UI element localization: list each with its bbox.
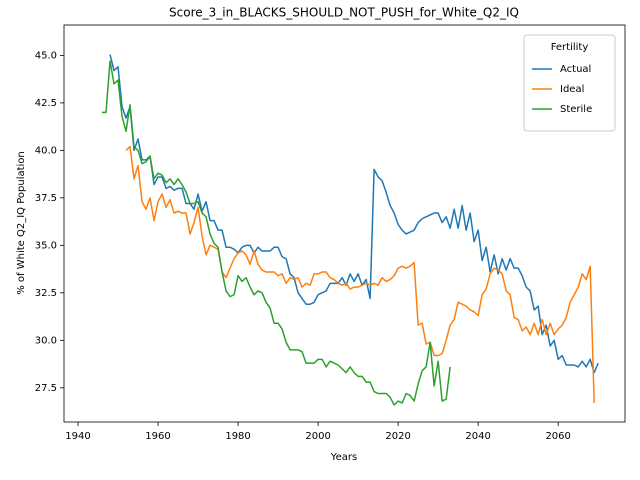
legend-box bbox=[523, 34, 616, 132]
x-tick-label: 2060 bbox=[545, 431, 570, 442]
y-tick-label: 32.5 bbox=[35, 288, 57, 299]
x-tick-label: 1960 bbox=[145, 431, 170, 442]
y-tick-label: 42.5 bbox=[35, 98, 57, 109]
data-line bbox=[109, 54, 599, 374]
y-tick-label: 37.5 bbox=[35, 193, 57, 204]
data-line bbox=[125, 145, 595, 404]
legend-label: Sterile bbox=[560, 104, 592, 115]
y-axis-label: % of White Q2_IQ Population bbox=[16, 151, 27, 295]
x-axis-label: Years bbox=[330, 452, 357, 463]
data-line bbox=[102, 60, 451, 406]
legend-label: Ideal bbox=[560, 84, 584, 95]
x-tick-label: 2000 bbox=[305, 431, 330, 442]
y-tick-label: 35.0 bbox=[35, 240, 57, 251]
x-tick-label: 1940 bbox=[65, 431, 90, 442]
y-tick-label: 27.5 bbox=[35, 383, 57, 394]
chart-title: Score_3_in_BLACKS_SHOULD_NOT_PUSH_for_Wh… bbox=[169, 6, 519, 20]
y-tick-label: 45.0 bbox=[35, 50, 57, 61]
y-tick-label: 40.0 bbox=[35, 145, 57, 156]
legend-label: Actual bbox=[560, 64, 591, 75]
plot-frame bbox=[63, 24, 626, 423]
y-tick-label: 30.0 bbox=[35, 335, 57, 346]
x-tick-label: 2040 bbox=[465, 431, 490, 442]
legend-title: Fertility bbox=[551, 42, 589, 53]
x-tick-label: 1980 bbox=[225, 431, 250, 442]
x-tick-label: 2020 bbox=[385, 431, 410, 442]
